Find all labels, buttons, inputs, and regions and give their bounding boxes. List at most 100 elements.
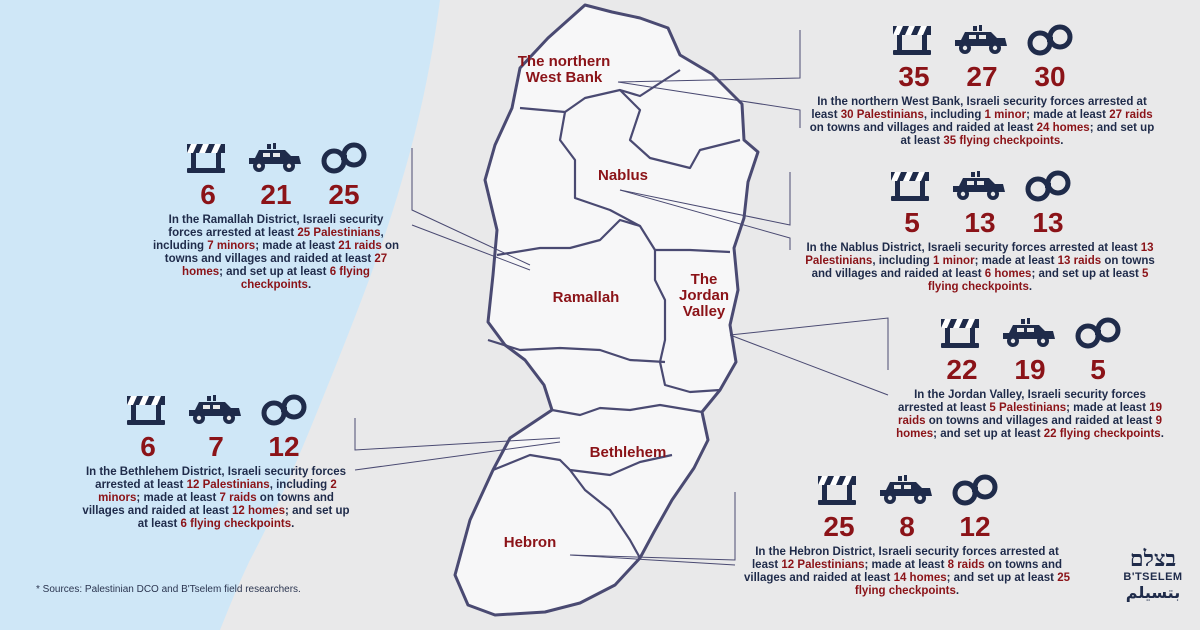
jordan-valley-panel: 22 19 5 In the Jordan Valley, Israeli secur… [895,315,1165,441]
stat-numbers: 22 19 5 [895,355,1165,385]
raids-count: 8 [899,511,915,542]
highlight-text: 25 Palestinians [297,227,381,239]
highlight-text: 12 Palestinians [781,559,865,571]
highlight-text: 7 raids [219,492,257,504]
highlight-text: 6 flying checkpoints [240,266,370,291]
stat-numbers: 6 7 12 [82,432,350,462]
checkpoint-barrier-icon [939,317,981,349]
stat-numbers: 6 21 25 [150,180,402,210]
northern-panel: 35 27 30 In the northern West Bank, Israeli… [808,22,1156,148]
leader-lines [354,30,889,566]
region-label-jordan-valley: The Jordan Valley [678,271,729,320]
raids-count: 21 [260,179,292,210]
stat-numbers: 35 27 30 [808,62,1156,92]
handcuffs-icon [1075,317,1121,349]
stat-numbers: 25 8 12 [742,512,1072,542]
description-text: ; and set up at least [933,428,1044,440]
highlight-text: 7 minors [207,240,256,252]
highlight-text: 9 homes [896,415,1162,440]
btselem-logo[interactable]: בצלם B'TSELEM بتسيلم [1118,548,1188,602]
panel-description: In the northern West Bank, Israeli secur… [808,96,1156,148]
description-text: . [291,518,295,530]
arrests-count: 13 [1032,207,1064,238]
highlight-text: 25 flying checkpoints [854,572,1070,597]
checkpoints-count: 6 [140,431,156,462]
description-text: , including [923,109,985,121]
handcuffs-icon [952,474,998,506]
highlight-text: 21 raids [338,240,382,252]
description-text: In the Jordan Valley, Israeli security f… [897,389,1146,414]
highlight-text: 14 homes [893,572,947,584]
checkpoints-count: 22 [946,354,978,385]
bethlehem-panel: 6 7 12 In the Bethlehem District, Israeli s… [82,392,350,531]
handcuffs-icon [1027,24,1073,56]
military-vehicle-icon [876,474,934,506]
district-borders [487,69,741,559]
description-text: . [1028,281,1033,293]
description-text: ; made at least [974,255,1058,267]
description-text: on towns and villages and raided at leas… [811,255,1155,280]
highlight-text: 13 Palestinians [805,242,1154,267]
description-text: . [307,279,312,291]
raids-count: 19 [1014,354,1046,385]
region-label-nablus: Nablus [597,167,648,184]
military-vehicle-icon [245,142,303,174]
panel-description: In the Hebron District, Israeli security… [742,546,1072,598]
hebron-panel: 25 8 12 In the Hebron District, Israeli sec… [742,472,1072,598]
arrests-count: 30 [1034,61,1066,92]
checkpoints-count: 5 [904,207,920,238]
highlight-text: 6 flying checkpoints [180,518,292,530]
description-text: ; made at least [136,492,220,504]
arrests-count: 5 [1090,354,1106,385]
icon-row [150,140,402,174]
checkpoint-barrier-icon [816,474,858,506]
checkpoints-count: 6 [200,179,216,210]
checkpoint-barrier-icon [889,170,931,202]
handcuffs-icon [321,142,367,174]
description-text: ; and set up at least [137,505,350,530]
region-label-northern: The northern West Bank [517,53,611,86]
description-text: on towns and villages and raided at leas… [82,492,334,517]
raids-count: 27 [966,61,998,92]
arrests-count: 12 [268,431,300,462]
description-text: ; made at least [1026,109,1110,121]
icon-row [895,315,1165,349]
highlight-text: 13 raids [1057,255,1102,267]
description-text: . [955,585,960,597]
description-text: on towns and villages and raided at leas… [164,240,400,265]
nablus-panel: 5 13 13 In the Nablus District, Israeli sec… [795,168,1165,294]
logo-hebrew: בצלם [1129,546,1177,572]
description-text: on towns and villages and raided at leas… [925,415,1156,427]
highlight-text: 22 flying checkpoints [1043,428,1161,440]
description-text: , including [269,479,331,491]
raids-count: 13 [964,207,996,238]
military-vehicle-icon [951,24,1009,56]
description-text: on towns and villages and raided at leas… [809,122,1037,134]
description-text: In the Ramallah District, Israeli securi… [168,214,384,239]
description-text: In the Hebron District, Israeli security… [751,546,1059,571]
description-text: , including [152,227,384,252]
description-text: ; and set up at least [900,122,1155,147]
highlight-text: 1 minor [984,109,1027,121]
icon-row [808,22,1156,56]
panel-description: In the Ramallah District, Israeli securi… [150,214,402,292]
description-text: ; made at least [255,240,339,252]
west-bank-outline [453,3,760,617]
handcuffs-icon [261,394,307,426]
mediterranean-sea [0,0,440,630]
arrests-count: 12 [959,511,991,542]
checkpoint-barrier-icon [125,394,167,426]
highlight-text: 8 raids [947,559,985,571]
icon-row [742,472,1072,506]
sources-footnote: * Sources: Palestinian DCO and B'Tselem … [36,584,301,595]
highlight-text: 19 raids [898,402,1163,427]
description-text: . [1160,428,1164,440]
highlight-text: 5 flying checkpoints [927,268,1149,293]
description-text: ; made at least [1066,402,1150,414]
ramallah-panel: 6 21 25 In the Ramallah District, Israeli s… [150,140,402,292]
description-text: In the Nablus District, Israeli security… [806,242,1141,254]
highlight-text: 30 Palestinians [840,109,924,121]
description-text: ; and set up at least [1031,268,1143,280]
highlight-text: 1 minor [933,255,975,267]
